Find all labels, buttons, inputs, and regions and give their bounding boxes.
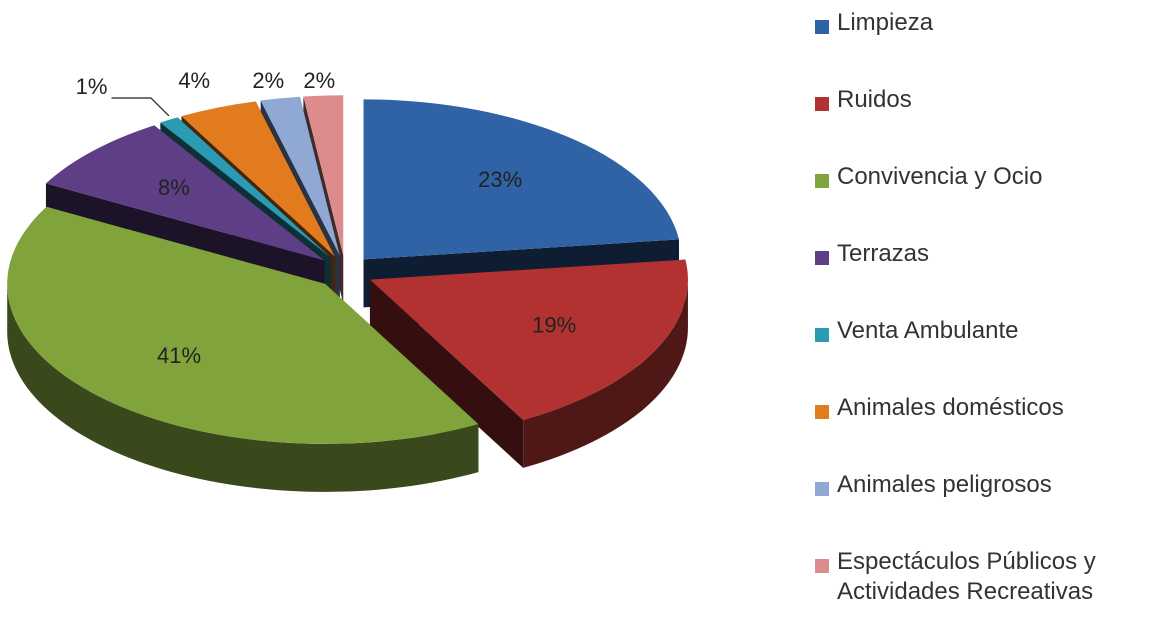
legend-item: Espectáculos Públicos y Actividades Recr… [815,547,1165,624]
legend-swatch [815,482,829,496]
legend-swatch [815,559,829,573]
slice-side [7,283,479,492]
data-label: 2% [252,68,284,93]
legend: Limpieza Ruidos Convivencia y Ocio Terrazas… [815,8,1165,624]
legend-swatch [815,405,829,419]
data-label: 23% [478,167,522,192]
slice-top [45,125,325,261]
legend-swatch [815,328,829,342]
leader-line [111,97,170,117]
slice-wall [369,279,524,468]
legend-item: Animales domésticos [815,393,1165,470]
data-label: 4% [178,68,210,93]
slice-side [523,279,688,468]
legend-item: Animales peligrosos [815,470,1165,547]
legend-label: Animales peligrosos [837,471,1052,498]
legend-label: Espectáculos Públicos y Actividades Recr… [837,548,1096,605]
data-label: 8% [158,175,190,200]
legend-item: Convivencia y Ocio [815,162,1165,239]
data-label: 2% [303,68,335,93]
legend-label: Ruidos [837,86,912,113]
legend-item: Ruidos [815,85,1165,162]
legend-item: Venta Ambulante [815,316,1165,393]
legend-item: Terrazas [815,239,1165,316]
legend-label: Convivencia y Ocio [837,163,1043,190]
legend-swatch [815,174,829,188]
data-label: 41% [157,343,201,368]
data-label: 1% [76,74,108,99]
pie-area: 23% 19% 41% 8% 1% 4% 2% 2% [7,68,688,492]
legend-label: Terrazas [837,240,930,267]
slice-top [303,95,344,256]
data-label: 19% [532,313,576,338]
slice [7,206,479,492]
legend-item: Limpieza [815,8,1165,85]
slice-top [160,117,331,258]
slice-top [7,206,479,444]
slice-top [369,259,688,420]
legend-swatch [815,251,829,265]
slice-top [363,99,680,260]
legend-label: Limpieza [837,9,934,36]
legend-swatch [815,20,829,34]
legend-label: Animales domésticos [837,394,1064,421]
slice [369,259,688,468]
slice-top [260,96,340,256]
slice-top [181,101,335,257]
legend-label: Venta Ambulante [837,317,1019,344]
legend-swatch [815,97,829,111]
